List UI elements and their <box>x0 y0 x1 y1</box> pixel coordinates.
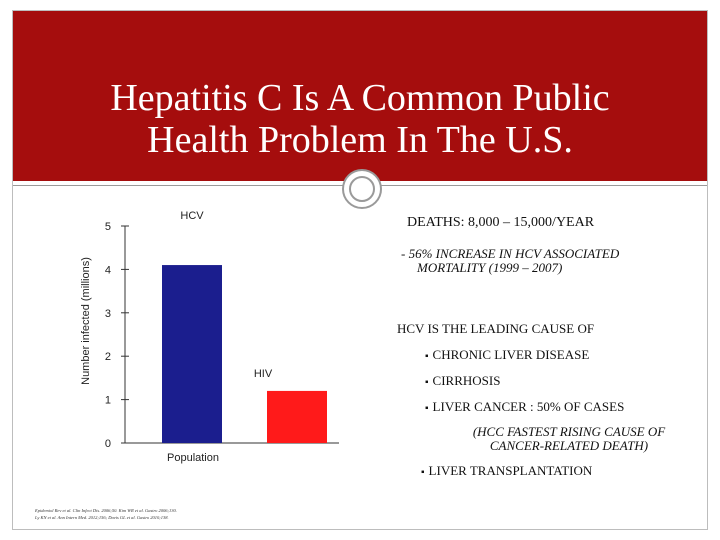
bar-label-hcv: HCV <box>180 210 204 222</box>
increase-line-2: MORTALITY (1999 – 2007) <box>417 260 563 275</box>
hcc-line-1: (HCC FASTEST RISING CAUSE OF <box>472 424 666 439</box>
deaths-heading: DEATHS: 8,000 – 15,000/YEAR <box>407 215 595 230</box>
mortality-increase: - 56% INCREASE IN HCV ASSOCIATED MORTALI… <box>401 247 701 275</box>
bullet-cirrhosis: CIRRHOSIS <box>425 373 501 389</box>
circle-ornament-icon <box>342 169 382 209</box>
bullet-chronic-liver-disease: CHRONIC LIVER DISEASE <box>425 347 590 363</box>
bar-chart: 5 4 3 2 1 0 HCV HIV Number infected (millions)… <box>80 210 339 464</box>
reference-line-2: Ly KN et al. Ann Intern Med. 2012;156; D… <box>35 515 169 520</box>
bullet-liver-cancer: LIVER CANCER : 50% OF CASES <box>425 399 625 415</box>
title-line-2: Health Problem In The U.S. <box>147 119 573 161</box>
y-tick-label: 4 <box>105 264 111 276</box>
bar-hiv <box>267 390 327 443</box>
bullet-liver-transplantation: LIVER TRANSPLANTATION <box>421 463 593 479</box>
y-axis-label: Number infected (millions) <box>80 257 92 385</box>
title-line-1: Hepatitis C Is A Common Public <box>110 77 610 119</box>
slide: Hepatitis C Is A Common Public Health Pr… <box>12 10 708 530</box>
bars: HCV HIV <box>162 210 327 443</box>
bar-hcv <box>162 265 222 443</box>
y-tick-label: 5 <box>105 221 111 233</box>
y-tick-labels: 5 4 3 2 1 0 <box>105 221 111 450</box>
slide-title: Hepatitis C Is A Common Public Health Pr… <box>13 77 707 161</box>
y-tick-label: 3 <box>105 308 111 320</box>
leading-cause-heading: HCV IS THE LEADING CAUSE OF <box>397 321 595 336</box>
references: Epidemiol Rev et al. Clin Infect Dis. 20… <box>35 507 335 521</box>
title-banner <box>13 11 707 181</box>
increase-line-1: - 56% INCREASE IN HCV ASSOCIATED <box>401 246 620 261</box>
hcc-note: (HCC FASTEST RISING CAUSE OF CANCER-RELA… <box>439 425 699 453</box>
y-tick-label: 1 <box>105 395 111 407</box>
y-tick-label: 0 <box>105 438 111 450</box>
reference-line-1: Epidemiol Rev et al. Clin Infect Dis. 20… <box>35 508 177 513</box>
bar-label-hiv: HIV <box>254 368 273 380</box>
hcc-line-2: CANCER-RELATED DEATH) <box>489 438 649 453</box>
y-tick-label: 2 <box>105 351 111 363</box>
x-axis-label: Population <box>167 452 219 464</box>
